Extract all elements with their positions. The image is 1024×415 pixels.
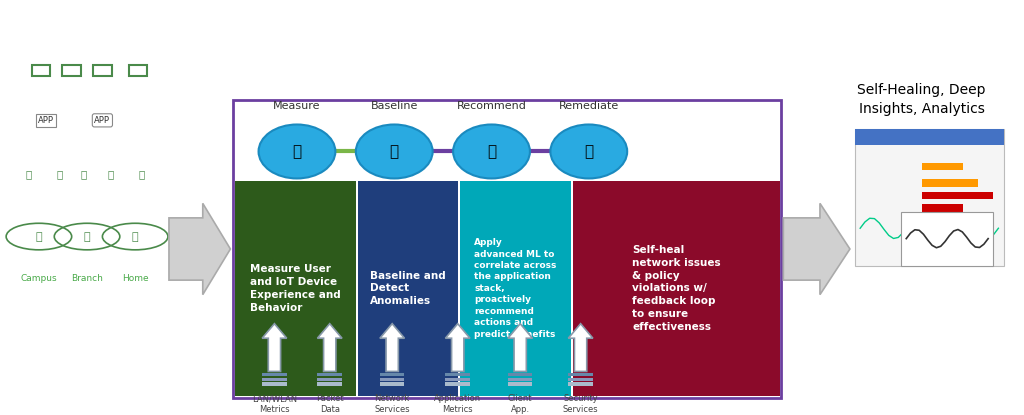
Bar — [380, 378, 404, 381]
Ellipse shape — [258, 124, 335, 178]
Bar — [922, 163, 963, 170]
Bar — [129, 65, 147, 76]
Bar — [445, 373, 470, 376]
FancyArrow shape — [508, 324, 532, 371]
Bar — [233, 100, 781, 398]
Bar — [236, 181, 356, 396]
Text: 📈: 📈 — [390, 144, 398, 159]
Bar — [317, 378, 342, 381]
Text: ⌚: ⌚ — [26, 169, 32, 179]
Text: Baseline: Baseline — [371, 101, 418, 111]
Text: Remediate: Remediate — [559, 101, 618, 111]
Bar — [380, 373, 404, 376]
Bar — [568, 382, 593, 386]
Text: 🏢: 🏢 — [84, 232, 90, 242]
FancyArrow shape — [262, 324, 287, 371]
Text: ⏳: ⏳ — [293, 144, 301, 159]
Text: Measure: Measure — [273, 101, 321, 111]
Bar — [445, 382, 470, 386]
Text: Application
Metrics: Application Metrics — [434, 394, 481, 414]
Text: Apply
advanced ML to
correlate across
the application
stack,
proactively
recomme: Apply advanced ML to correlate across th… — [474, 238, 557, 339]
Text: LAN/WLAN
Metrics: LAN/WLAN Metrics — [252, 394, 297, 414]
Ellipse shape — [356, 124, 432, 178]
Bar — [922, 179, 978, 187]
Text: 💡: 💡 — [487, 144, 496, 159]
FancyArrow shape — [380, 324, 404, 371]
Bar — [508, 382, 532, 386]
Bar — [262, 373, 287, 376]
Bar — [508, 373, 532, 376]
Text: Measure User
and IoT Device
Experience and
Behavior: Measure User and IoT Device Experience a… — [250, 264, 341, 312]
Text: APP: APP — [94, 116, 111, 125]
Bar — [380, 382, 404, 386]
FancyArrow shape — [317, 324, 342, 371]
Text: Campus: Campus — [20, 273, 57, 283]
Bar — [317, 373, 342, 376]
Bar — [262, 382, 287, 386]
Ellipse shape — [551, 124, 627, 178]
Text: Self-Healing, Deep
Insights, Analytics: Self-Healing, Deep Insights, Analytics — [857, 83, 986, 116]
Bar — [901, 212, 993, 266]
Bar — [508, 378, 532, 381]
Text: Security
Services: Security Services — [563, 394, 598, 414]
Bar — [445, 378, 470, 381]
Bar — [855, 129, 1004, 266]
Polygon shape — [169, 203, 230, 295]
Text: Network
Services
(RADIUS,
DNS/DHCP): Network Services (RADIUS, DNS/DHCP) — [369, 394, 416, 415]
Text: Client
App.: Client App. — [508, 394, 532, 414]
Text: Recommend: Recommend — [457, 101, 526, 111]
Text: ✅: ✅ — [585, 144, 593, 159]
Bar — [262, 378, 287, 381]
Bar — [922, 192, 993, 199]
Bar — [32, 65, 50, 76]
Bar — [855, 129, 1004, 145]
Text: APP: APP — [38, 116, 54, 125]
Text: 🏠: 🏠 — [132, 232, 138, 242]
Text: 📷: 📷 — [108, 169, 114, 179]
Text: Self-heal
network issues
& policy
violations w/
feedback loop
to ensure
effectiv: Self-heal network issues & policy violat… — [632, 245, 721, 332]
Text: 👓: 👓 — [56, 169, 62, 179]
Bar — [568, 378, 593, 381]
Bar — [358, 181, 459, 396]
Text: Baseline and
Detect
Anomalies: Baseline and Detect Anomalies — [371, 271, 445, 306]
Bar — [93, 65, 112, 76]
Bar — [62, 65, 81, 76]
Bar — [573, 181, 780, 396]
Polygon shape — [783, 203, 850, 295]
FancyArrow shape — [568, 324, 593, 371]
Text: 🔫: 🔫 — [81, 169, 87, 179]
Bar — [922, 204, 963, 212]
Bar — [568, 373, 593, 376]
Bar — [922, 217, 978, 224]
Bar — [461, 181, 571, 396]
Text: 🏛: 🏛 — [36, 232, 42, 242]
Text: 🤖: 🤖 — [138, 169, 144, 179]
Bar — [317, 382, 342, 386]
Text: Packet
Data: Packet Data — [316, 394, 343, 414]
Ellipse shape — [453, 124, 530, 178]
Text: Branch: Branch — [71, 273, 103, 283]
Text: Home: Home — [122, 273, 148, 283]
FancyArrow shape — [445, 324, 470, 371]
